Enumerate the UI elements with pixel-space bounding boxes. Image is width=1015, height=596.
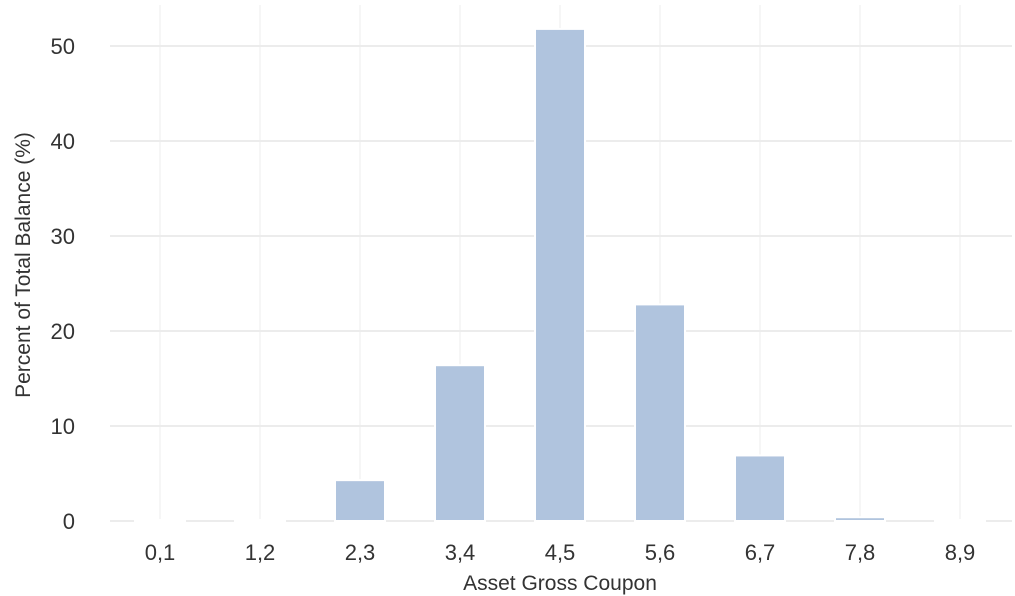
x-tick-label: 2,3 — [345, 540, 376, 565]
y-tick-label: 50 — [51, 34, 75, 59]
bar — [634, 303, 686, 522]
bar — [734, 454, 786, 523]
bars — [134, 27, 986, 523]
y-tick-label: 10 — [51, 414, 75, 439]
y-tick-label: 20 — [51, 319, 75, 344]
y-tick-labels: 0 10 20 30 40 50 — [51, 34, 75, 534]
y-axis-label: Percent of Total Balance (%) — [12, 132, 35, 398]
x-axis-label: Asset Gross Coupon — [463, 572, 657, 595]
y-tick-label: 30 — [51, 224, 75, 249]
x-tick-labels: 0,1 1,2 2,3 3,4 4,5 5,6 6,7 7,8 8,9 — [145, 540, 976, 565]
bar — [534, 27, 586, 523]
y-tick-label: 40 — [51, 129, 75, 154]
bar — [434, 364, 486, 523]
y-tick-label: 0 — [63, 509, 75, 534]
x-tick-label: 8,9 — [945, 540, 976, 565]
bar — [134, 519, 186, 523]
bar — [234, 519, 286, 523]
bar — [834, 516, 886, 523]
x-tick-label: 3,4 — [445, 540, 476, 565]
x-tick-label: 4,5 — [545, 540, 576, 565]
bar — [934, 519, 986, 523]
x-tick-label: 5,6 — [645, 540, 676, 565]
x-tick-label: 0,1 — [145, 540, 176, 565]
x-tick-label: 1,2 — [245, 540, 276, 565]
bar — [334, 479, 386, 522]
x-tick-label: 6,7 — [745, 540, 776, 565]
x-tick-label: 7,8 — [845, 540, 876, 565]
